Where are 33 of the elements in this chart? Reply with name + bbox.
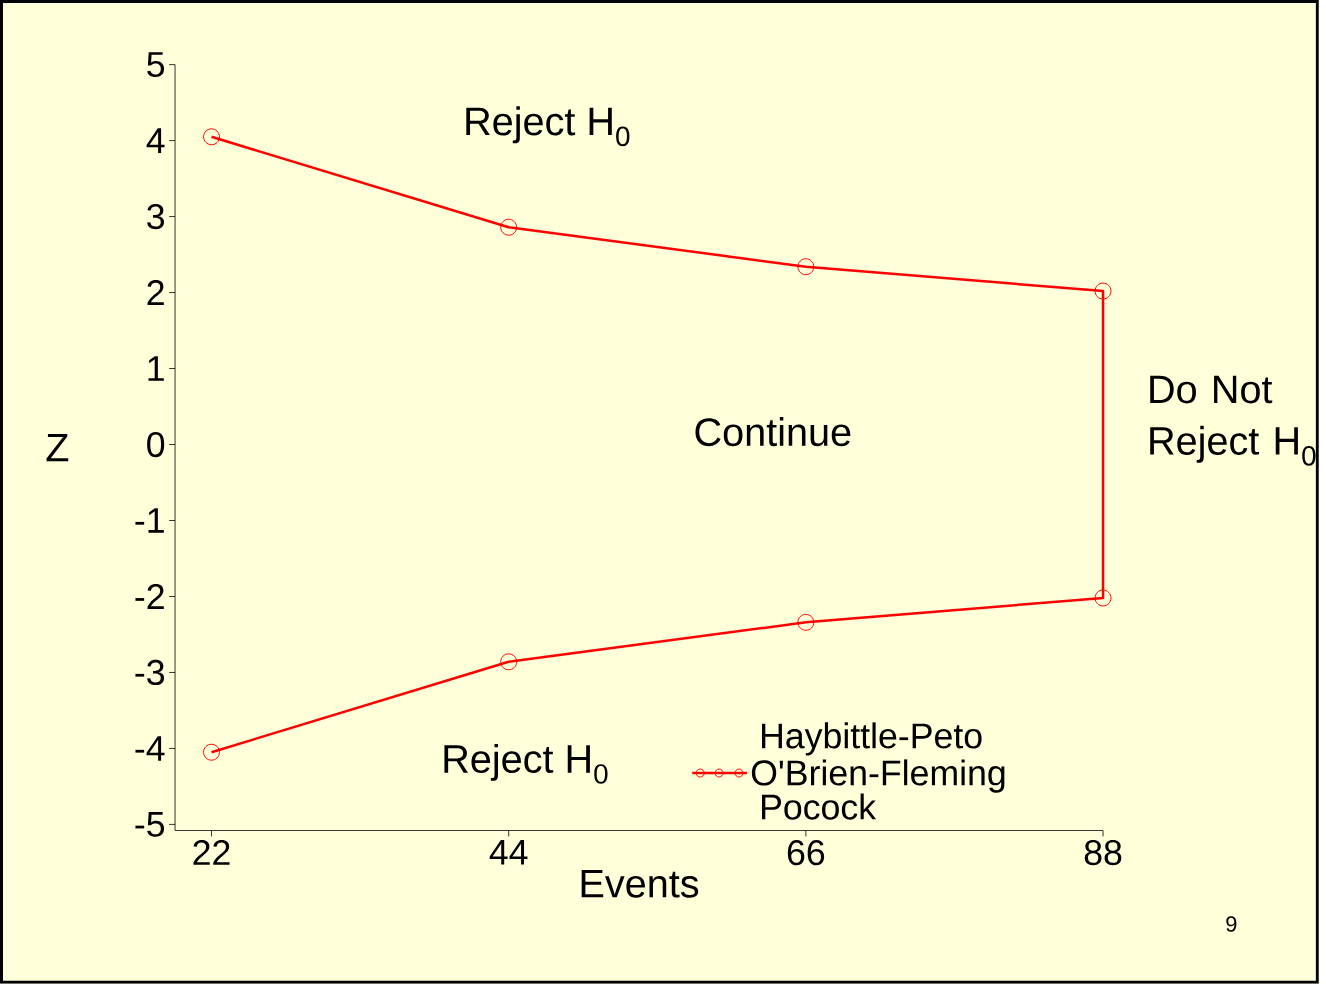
y-tick-label: 5 xyxy=(147,52,165,78)
y-tick-label: -4 xyxy=(135,736,165,761)
point xyxy=(1094,282,1112,300)
text: 9 xyxy=(1226,916,1237,932)
x-tick-label: 22 xyxy=(193,840,230,866)
point xyxy=(500,653,518,671)
annotation: Continue xyxy=(695,417,851,447)
y-tick-label: 2 xyxy=(147,280,164,306)
point xyxy=(1094,589,1112,607)
annotation: Reject H$_{0}$ xyxy=(466,106,630,147)
annotation: Pocock xyxy=(762,793,877,820)
point xyxy=(500,218,518,236)
x-axis-title: Events xyxy=(581,870,699,898)
legend-label: O'Brien-Fleming xyxy=(751,759,1005,793)
point xyxy=(203,743,220,761)
y-tick-label: 1 xyxy=(148,356,164,381)
y-tick-label: 0 xyxy=(147,432,165,458)
y-tick-label: -3 xyxy=(135,660,165,686)
y-tick-label: -1 xyxy=(135,508,164,533)
point xyxy=(797,614,815,631)
x-tick-label: 44 xyxy=(489,840,528,865)
y-tick-label: 4 xyxy=(146,128,165,154)
annotation: Reject H$_{0}$ xyxy=(444,744,608,784)
x-tick-label: 66 xyxy=(787,840,825,866)
y-tick-label: -5 xyxy=(135,812,165,838)
y-axis-title: Z xyxy=(46,434,69,462)
text: Do Not Reject H$_{0}$ xyxy=(1150,375,1316,466)
y-tick-label: -2 xyxy=(135,584,164,610)
annotation: Haybittle-Peto xyxy=(762,722,982,756)
x-tick-label: 88 xyxy=(1084,840,1122,866)
point xyxy=(203,128,220,146)
y-tick-label: 3 xyxy=(147,204,165,230)
point xyxy=(797,258,815,276)
